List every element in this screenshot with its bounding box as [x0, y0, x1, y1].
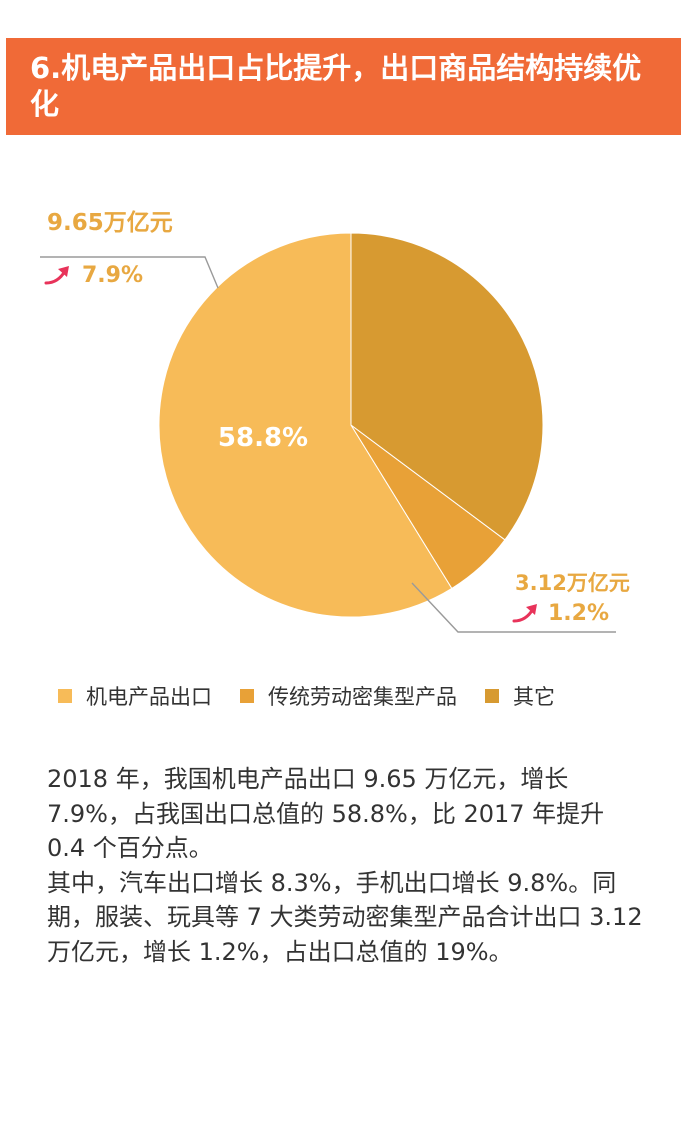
legend-item-electromechanical: 机电产品出口: [58, 681, 212, 711]
callout-leader-line-electromechanical: [40, 256, 219, 289]
legend-label: 机电产品出口: [86, 685, 212, 709]
legend-label: 其它: [513, 685, 555, 709]
legend-label: 传统劳动密集型产品: [268, 685, 457, 709]
legend-swatch: [485, 689, 499, 703]
section-title: 6.机电产品出口占比提升，出口商品结构持续优化: [30, 51, 642, 121]
pie-chart: 58.8%: [40, 232, 616, 633]
pie-slice-other: [350, 232, 544, 541]
pie-slice-electromechanical: [158, 232, 453, 618]
callout-value-electromechanical: 9.65万亿元: [47, 210, 173, 236]
callout-growth-labor-intensive: 1.2%: [548, 601, 610, 626]
callout-growth-electromechanical: 7.9%: [82, 263, 144, 288]
paragraph: 2018 年，我国机电产品出口 9.65 万亿元，增长 7.9%，占我国出口总值…: [47, 765, 605, 862]
chart-legend: 机电产品出口 传统劳动密集型产品 其它: [58, 680, 583, 712]
legend-item-labor-intensive: 传统劳动密集型产品: [240, 681, 457, 711]
up-arrow-icon: [44, 266, 69, 285]
description-text: 2018 年，我国机电产品出口 9.65 万亿元，增长 7.9%，占我国出口总值…: [47, 762, 647, 969]
up-arrow-icon: [512, 604, 537, 623]
section-header-banner: 6.机电产品出口占比提升，出口商品结构持续优化: [6, 38, 681, 135]
callout-leader-line-labor-intensive: [411, 582, 616, 633]
slice-label-electromechanical: 58.8%: [218, 423, 308, 453]
legend-swatch: [240, 689, 254, 703]
callout-value-labor-intensive: 3.12万亿元: [515, 571, 630, 595]
paragraph: 其中，汽车出口增长 8.3%，手机出口增长 9.8%。同期，服装、玩具等 7 大…: [47, 868, 643, 966]
legend-item-other: 其它: [485, 681, 555, 711]
legend-swatch: [58, 689, 72, 703]
